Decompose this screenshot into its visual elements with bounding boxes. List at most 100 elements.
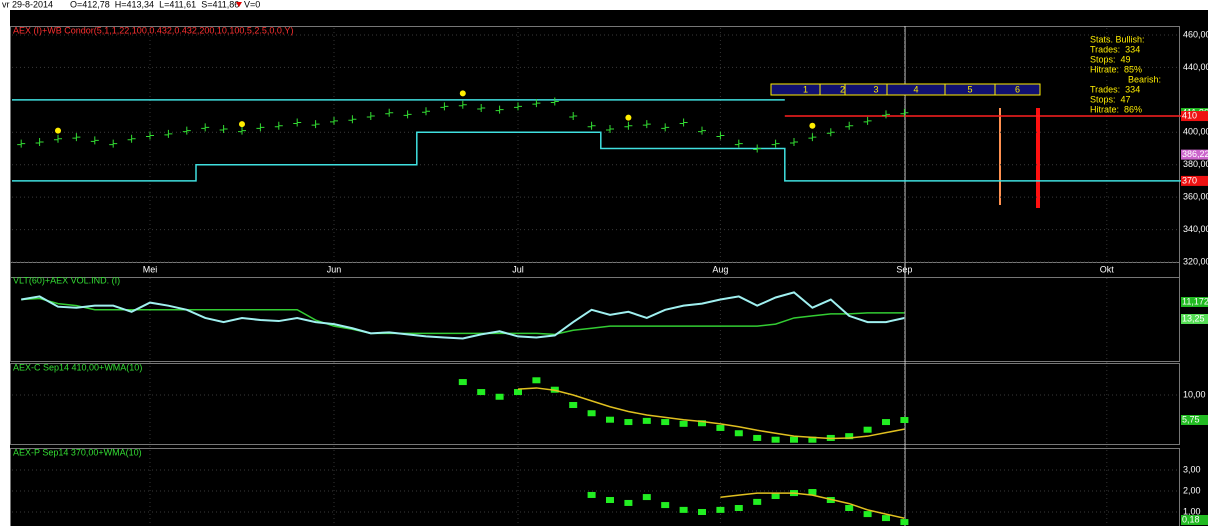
price-bar [256,123,265,132]
zone-box [994,83,1041,96]
candle [458,379,467,386]
price-bar [734,139,743,148]
price-bar [164,129,173,138]
candle [753,434,762,441]
line [720,492,905,520]
price-bar [698,126,706,135]
signal-dot [239,121,245,128]
candle [863,511,872,518]
price-bar [440,102,449,111]
signal-dot [55,127,61,134]
y-tick-label: 2,00 [1183,485,1201,495]
value-marker-label: 370 [1182,175,1197,185]
candle [882,419,890,426]
price-bar [54,134,62,143]
value-marker [1181,149,1208,160]
candle [624,499,633,506]
zone-box [844,83,888,96]
candle [771,436,780,443]
value-marker-label: 11,172 [1182,296,1208,306]
candle [661,502,670,509]
frame [10,448,1180,526]
price-bar [642,120,651,129]
candle [845,433,854,440]
zone-label: 5 [967,84,972,94]
y-tick-label: 440,00 [1183,62,1208,72]
candle [642,494,651,501]
price-bar [458,100,467,109]
panel-frames [10,26,1180,526]
zone-label: 3 [873,84,878,94]
stats-line: Stops: 49 [1090,54,1131,64]
status-ohlc: O=412,78 H=413,34 L=411,61 S=411,86 [70,0,239,9]
price-bar [201,123,210,132]
price-bar [624,121,633,130]
panel-title: VLT(60)+AEX VOL.IND. (I) [13,275,120,285]
candle [679,506,688,513]
price-bar [403,110,412,119]
value-marker [1181,175,1208,186]
candle [716,424,725,431]
y-tick-label: 10,00 [1183,389,1206,399]
candle [808,489,817,496]
price-bar [146,131,154,140]
value-marker [1181,297,1208,307]
x-tick-label: Okt [1100,264,1115,274]
candle [900,519,909,526]
price-bar [422,107,430,116]
candle [771,493,780,500]
stats-line: Stats. Bullish: [1090,34,1145,44]
panel-title: AEX-P Sep14 370,00+WMA(10) [13,447,142,457]
y-tick-label: 360,00 [1183,192,1208,202]
price-bar [550,97,559,106]
candle [845,504,854,511]
zone-label: 4 [913,84,918,94]
candle [532,377,541,384]
value-marker [1181,515,1208,525]
price-bar [348,115,357,124]
candle [734,504,743,511]
price-bar [274,121,283,130]
panel-title: AEX-C Sep14 410,00+WMA(10) [13,362,142,372]
line [21,291,905,340]
price-bar [182,126,191,135]
candle [753,498,762,505]
signal-dot [459,90,466,97]
price-bar [606,125,614,134]
price-bar [293,118,302,127]
price-bar [330,116,338,125]
price-bar [716,131,725,140]
value-marker-label: 5,75 [1182,414,1200,424]
price-bar [790,138,798,146]
value-marker-label: 410 [1182,110,1197,120]
price-bar [808,133,817,142]
panel-title: AEX (I)+WB Condor(5,1,1,22,100,0.432,0.4… [13,25,293,35]
price-bar [900,108,909,117]
chart-bg [10,10,1208,526]
value-marker-label: 0,18 [1182,514,1200,524]
price-bar [882,110,890,119]
price-bar [477,103,486,112]
zone-label: 1 [803,84,808,94]
price-bar [72,133,81,142]
x-tick-label: Jul [512,264,524,274]
price-bar [311,120,320,129]
x-tick-label: Sep [896,264,912,274]
candle [514,389,522,396]
candle [900,417,909,423]
price-bar [514,102,522,111]
price-bar [771,139,780,148]
price-bar [863,116,872,125]
price-bar [90,136,99,145]
line [21,297,905,336]
price-bar [109,139,118,148]
value-marker [1181,111,1208,122]
zone-label: 2 [840,84,845,94]
price-bar [661,123,670,132]
value-marker [1181,415,1208,425]
candle [642,417,651,424]
y-tick-label: 340,00 [1183,224,1208,234]
y-tick-label: 1,00 [1183,506,1201,516]
